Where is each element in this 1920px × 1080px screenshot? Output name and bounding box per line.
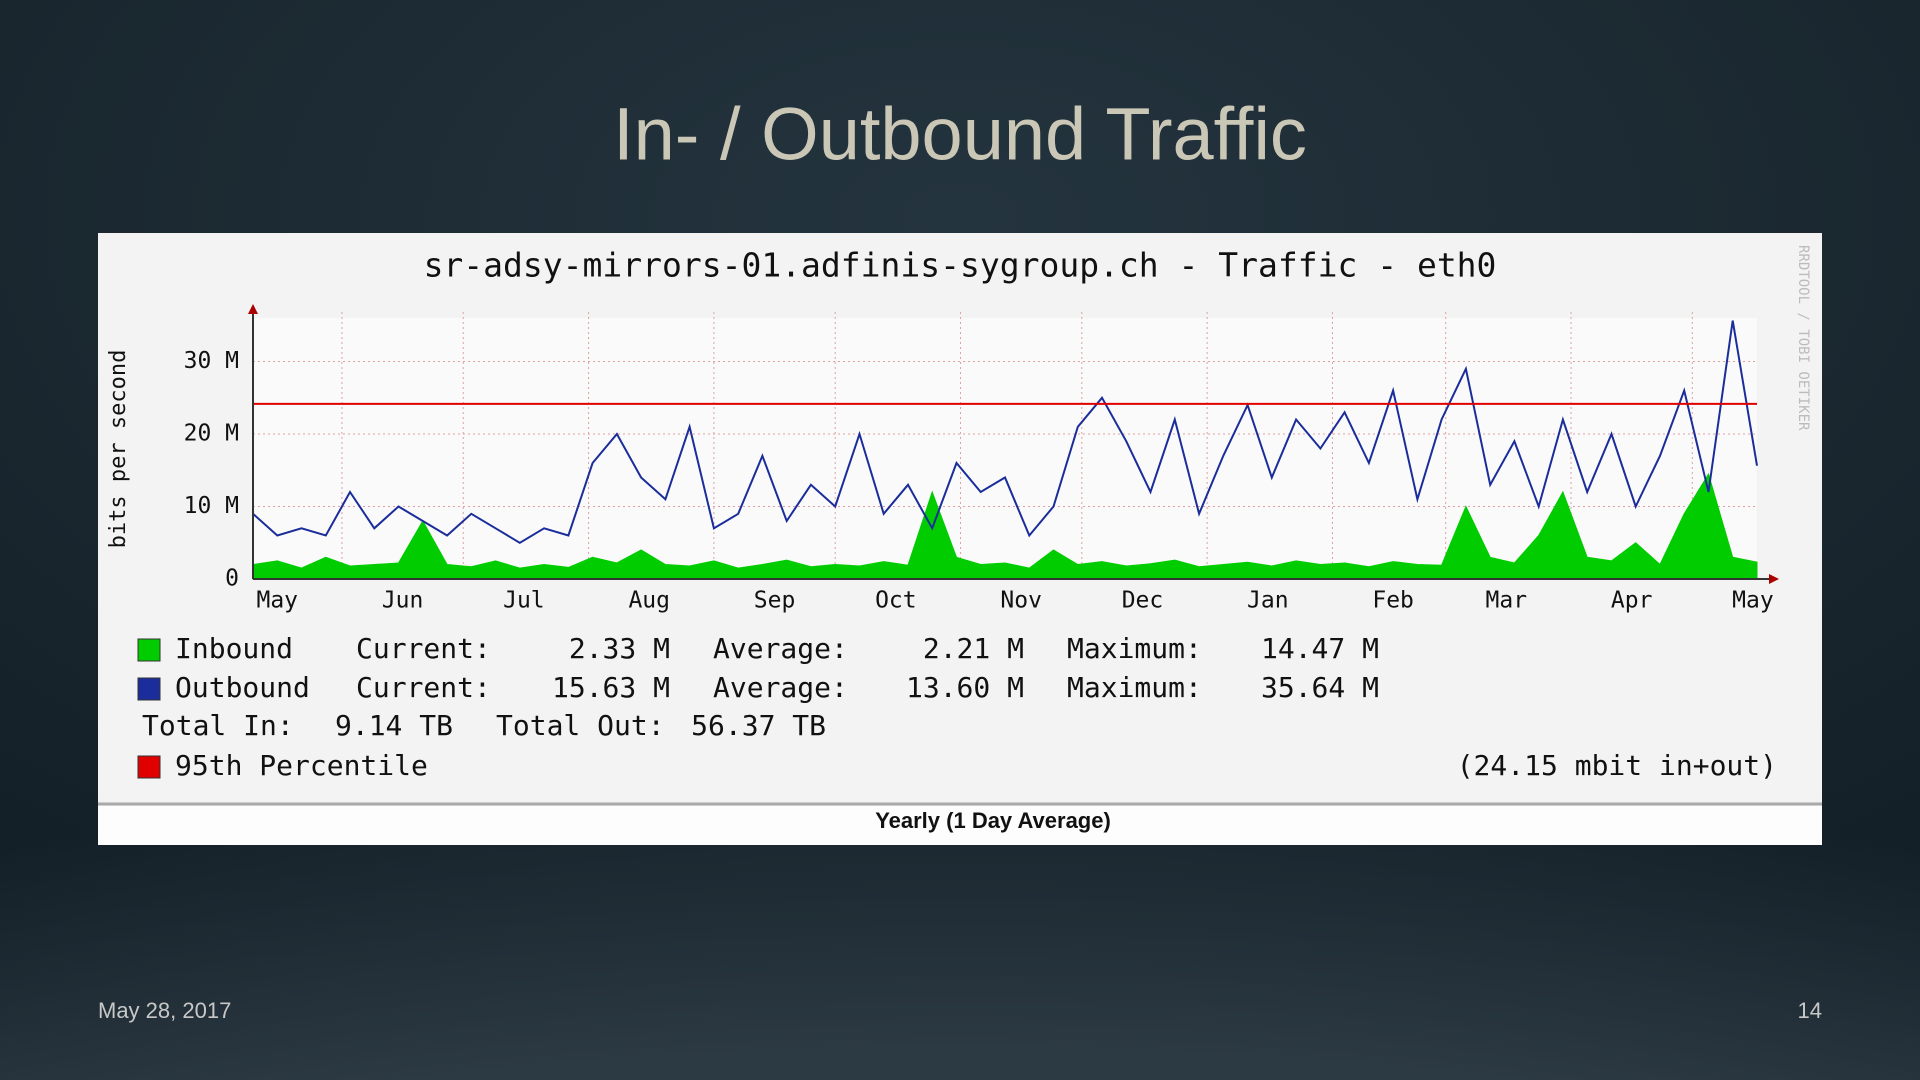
x-tick-label: Mar [1486,588,1528,614]
x-tick-label: Sep [754,588,796,614]
legend-swatch [137,638,161,662]
x-tick-label: May [1732,588,1774,614]
y-tick-label: 10 M [184,493,239,519]
x-tick-label: Oct [875,588,917,614]
x-tick-label: Jul [503,588,545,614]
legend-stat: Maximum: [1067,671,1202,704]
footer-band [98,806,1822,845]
chart-footer: Yearly (1 Day Average) [875,808,1111,833]
legend-stat: 2.33 M [569,632,670,665]
legend-stat: Current: [356,632,491,665]
legend-stat: 15.63 M [552,671,670,704]
legend-stat: Average: [713,671,848,704]
watermark: RRDTOOL / TOBI OETIKER [1795,245,1811,431]
x-axis-arrow [1769,574,1779,584]
legend-total: 56.37 TB [691,709,826,742]
y-tick-label: 30 M [184,348,239,374]
y-tick-label: 20 M [184,421,239,447]
legend-stat: Average: [713,632,848,665]
legend-stat: 35.64 M [1261,671,1379,704]
legend-stat: Current: [356,671,491,704]
y-tick-label: 0 [225,566,239,592]
plot: 0 10 M 20 M 30 M May Jun Jul Aug Sep Oct Nov Dec Jan… [137,304,1779,782]
x-tick-label: Feb [1372,588,1414,614]
page-number: 14 [1798,998,1822,1023]
legend-stat: 14.47 M [1261,632,1379,665]
x-tick-label: May [256,588,298,614]
y-axis-arrow [248,304,258,314]
x-tick-label: Apr [1611,588,1653,614]
legend-label: 95th Percentile [175,749,428,782]
inbound-area [252,472,1758,580]
legend-total: Total Out: [496,709,665,742]
outbound-line [252,320,1758,544]
legend-stat: Maximum: [1067,632,1202,665]
plot-area [253,318,1757,579]
percentile-label: (24.15 mbit in+out) [1457,749,1777,782]
x-tick-label: Dec [1122,588,1164,614]
slide-title: In- / Outbound Traffic [613,93,1307,176]
slide-date: May 28, 2017 [98,998,231,1023]
legend-stat: 2.21 M [923,632,1024,665]
x-tick-label: Jan [1247,588,1289,614]
y-axis-label: bits per second [106,350,131,549]
chart-title: sr-adsy-mirrors-01.adfinis-sygroup.ch - … [424,246,1497,285]
legend-total: Total In: [142,709,294,742]
x-tick-label: Nov [1000,588,1042,614]
legend-swatch [137,755,161,779]
legend-total: 9.14 TB [335,709,453,742]
legend-label: Inbound [175,632,293,665]
x-tick-label: Jun [382,588,424,614]
x-tick-label: Aug [628,588,670,614]
legend-stat: 13.60 M [906,671,1024,704]
legend-swatch [137,677,161,701]
legend-label: Outbound [175,671,310,704]
